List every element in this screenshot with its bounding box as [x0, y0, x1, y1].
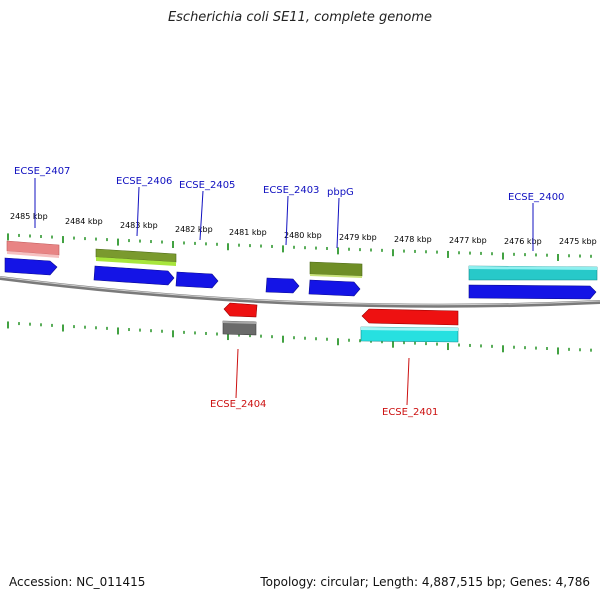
feature-gene-pbpg-stripe [310, 274, 362, 278]
feature-gene-2404[interactable] [222, 320, 257, 336]
feature-gene-2404-highlight [223, 321, 256, 324]
forward-features [4, 240, 598, 300]
feature-gene-pbpg[interactable] [309, 261, 363, 277]
feature-cds-2406[interactable] [93, 265, 175, 286]
accession-text: Accession: NC_011415 [9, 575, 146, 589]
feature-cds-2405[interactable] [175, 271, 219, 289]
feature-gene-2407-shade [7, 251, 59, 258]
leader-2403 [285, 195, 289, 246]
tick-label-2476: 2476 kbp [504, 237, 542, 246]
tick-label-2475: 2475 kbp [559, 237, 597, 246]
label-ecse-2403[interactable]: ECSE_2403 [263, 185, 319, 196]
feature-cds-2403[interactable] [265, 277, 300, 294]
tick-label-2479: 2479 kbp [339, 233, 377, 242]
gene-labels: ECSE_2407 ECSE_2406 ECSE_2405 ECSE_2403 … [14, 166, 564, 418]
feature-cds-2400[interactable] [468, 284, 597, 300]
tick-label-2477: 2477 kbp [449, 236, 487, 245]
feature-cds-pbpg[interactable] [308, 279, 361, 297]
label-ecse-2404[interactable]: ECSE_2404 [210, 399, 266, 410]
tick-row-forward [7, 233, 592, 261]
tick-labels: 2485 kbp 2484 kbp 2483 kbp 2482 kbp 2481… [10, 212, 597, 246]
label-ecse-2406[interactable]: ECSE_2406 [116, 176, 172, 187]
label-ecse-2407[interactable]: ECSE_2407 [14, 166, 70, 177]
reverse-features [222, 302, 459, 343]
tick-row-reverse [7, 321, 592, 355]
leader-2406 [136, 186, 140, 237]
genome-backbone-highlight [0, 276, 600, 306]
leader-2405 [199, 190, 204, 241]
leader-pbpg [336, 197, 340, 249]
tick-label-2484: 2484 kbp [65, 217, 103, 226]
label-pbpg[interactable]: pbpG [327, 187, 354, 198]
feature-gene-2406-stripe [96, 257, 176, 266]
leader-2401 [406, 357, 410, 406]
tick-label-2481: 2481 kbp [229, 228, 267, 237]
topology-text: Topology: circular; Length: 4,887,515 bp… [260, 575, 590, 589]
tick-label-2485: 2485 kbp [10, 212, 48, 221]
tick-label-2478: 2478 kbp [394, 235, 432, 244]
label-leaders [34, 178, 534, 406]
label-ecse-2405[interactable]: ECSE_2405 [179, 180, 235, 191]
feature-gene-2400-highlight [469, 266, 597, 270]
label-ecse-2401[interactable]: ECSE_2401 [382, 407, 438, 418]
genome-title: Escherichia coli SE11, complete genome [167, 10, 433, 25]
tick-label-2480: 2480 kbp [284, 231, 322, 240]
genome-backbone [0, 276, 600, 308]
feature-cds-2401[interactable] [361, 308, 459, 326]
tick-label-2483: 2483 kbp [120, 221, 158, 230]
feature-cds-2404[interactable] [223, 302, 258, 318]
feature-cds-2407[interactable] [4, 257, 58, 276]
feature-gene-2401-highlight [361, 327, 458, 331]
label-ecse-2400[interactable]: ECSE_2400 [508, 192, 564, 203]
tick-label-2482: 2482 kbp [175, 225, 213, 234]
leader-2404 [235, 348, 239, 399]
